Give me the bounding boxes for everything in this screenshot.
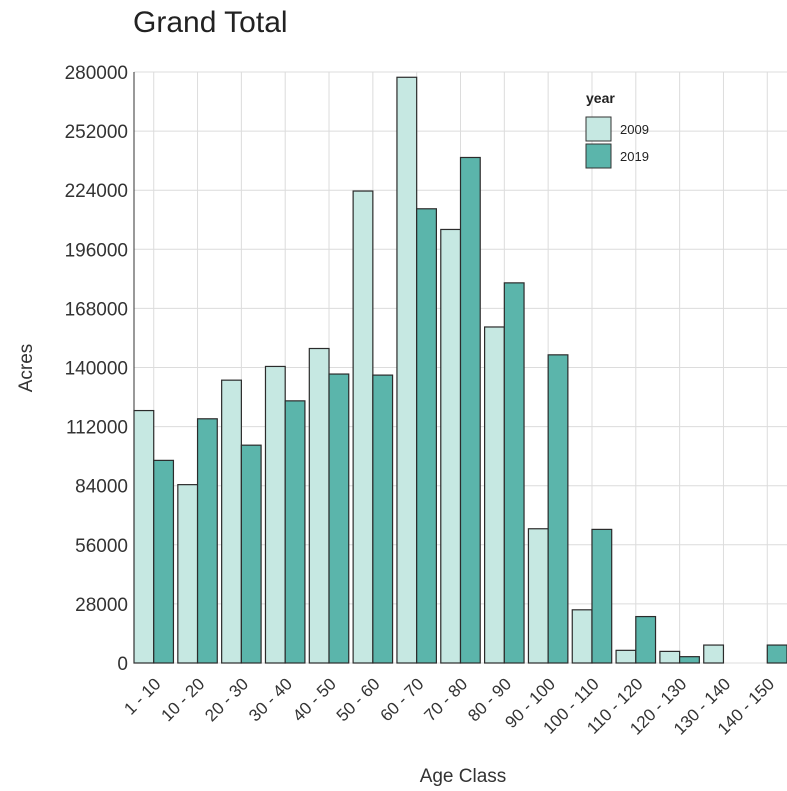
bar-2009-40-50 bbox=[308, 347, 330, 664]
legend-label-2019: 2019 bbox=[620, 149, 649, 164]
y-tick-label: 84000 bbox=[75, 477, 128, 498]
legend: year 2009 2019 bbox=[585, 90, 649, 169]
x-tick-label: 20 - 30 bbox=[201, 674, 252, 725]
y-tick-label: 56000 bbox=[75, 536, 128, 557]
x-tick-label: 40 - 50 bbox=[289, 674, 340, 725]
y-tick-label: 140000 bbox=[65, 359, 128, 380]
bar-2019-120-130 bbox=[679, 656, 700, 664]
legend-swatch-2009 bbox=[585, 116, 612, 142]
y-tick-label: 28000 bbox=[75, 595, 128, 616]
bar-2019-20-30 bbox=[240, 444, 262, 664]
bar-2019-60-70 bbox=[416, 208, 437, 664]
bar-2019-100-110 bbox=[591, 528, 613, 664]
y-tick-label: 196000 bbox=[65, 240, 128, 261]
bar-2009-50-60 bbox=[352, 190, 374, 664]
bar-2019-30-40 bbox=[284, 400, 306, 664]
legend-title: year bbox=[586, 90, 615, 106]
bar-2009-100-110 bbox=[571, 609, 593, 664]
bar-2009-90-100 bbox=[527, 528, 549, 664]
bar-2009-130-140 bbox=[703, 644, 725, 664]
legend-swatch-2019 bbox=[585, 143, 612, 169]
bar-2009-20-30 bbox=[221, 379, 242, 664]
bar-2019-70-80 bbox=[459, 156, 481, 664]
y-tick-label: 224000 bbox=[65, 181, 128, 202]
x-tick-label: 30 - 40 bbox=[245, 674, 296, 725]
bar-2009-1-10 bbox=[133, 409, 155, 664]
bar-2019-140-150 bbox=[766, 644, 787, 664]
y-tick-label: 112000 bbox=[66, 418, 128, 439]
y-axis: 0 28000 56000 84000 112000 140000 168000 196000… bbox=[65, 63, 135, 675]
x-tick-label: 10 - 20 bbox=[158, 674, 209, 725]
bar-2019-90-100 bbox=[547, 354, 569, 664]
bar-2009-30-40 bbox=[264, 365, 286, 664]
y-axis-label: Acres bbox=[16, 344, 37, 393]
bars bbox=[133, 76, 787, 664]
bar-2009-70-80 bbox=[440, 228, 462, 664]
x-tick-label: 70 - 80 bbox=[420, 674, 471, 725]
bar-2009-80-90 bbox=[484, 326, 505, 664]
bar-2019-10-20 bbox=[196, 418, 218, 664]
bar-2019-110-120 bbox=[635, 615, 657, 664]
x-tick-label: 60 - 70 bbox=[377, 674, 428, 725]
chart-title: Grand Total bbox=[133, 6, 288, 39]
bar-2019-1-10 bbox=[153, 459, 175, 664]
bar-2009-120-130 bbox=[659, 650, 681, 664]
y-tick-label: 252000 bbox=[65, 122, 128, 143]
legend-label-2009: 2009 bbox=[620, 122, 649, 137]
bar-2009-10-20 bbox=[177, 484, 199, 664]
bar-2019-80-90 bbox=[503, 282, 525, 664]
bar-2009-110-120 bbox=[615, 649, 637, 664]
y-tick-label: 280000 bbox=[65, 63, 128, 84]
bar-2009-60-70 bbox=[396, 76, 418, 664]
x-axis-label: Age Class bbox=[420, 766, 507, 787]
y-tick-label: 0 bbox=[117, 654, 128, 675]
x-tick-label: 50 - 60 bbox=[333, 674, 384, 725]
bar-2019-50-60 bbox=[372, 374, 394, 664]
bar-2019-40-50 bbox=[328, 373, 350, 664]
y-tick-label: 168000 bbox=[65, 299, 128, 320]
